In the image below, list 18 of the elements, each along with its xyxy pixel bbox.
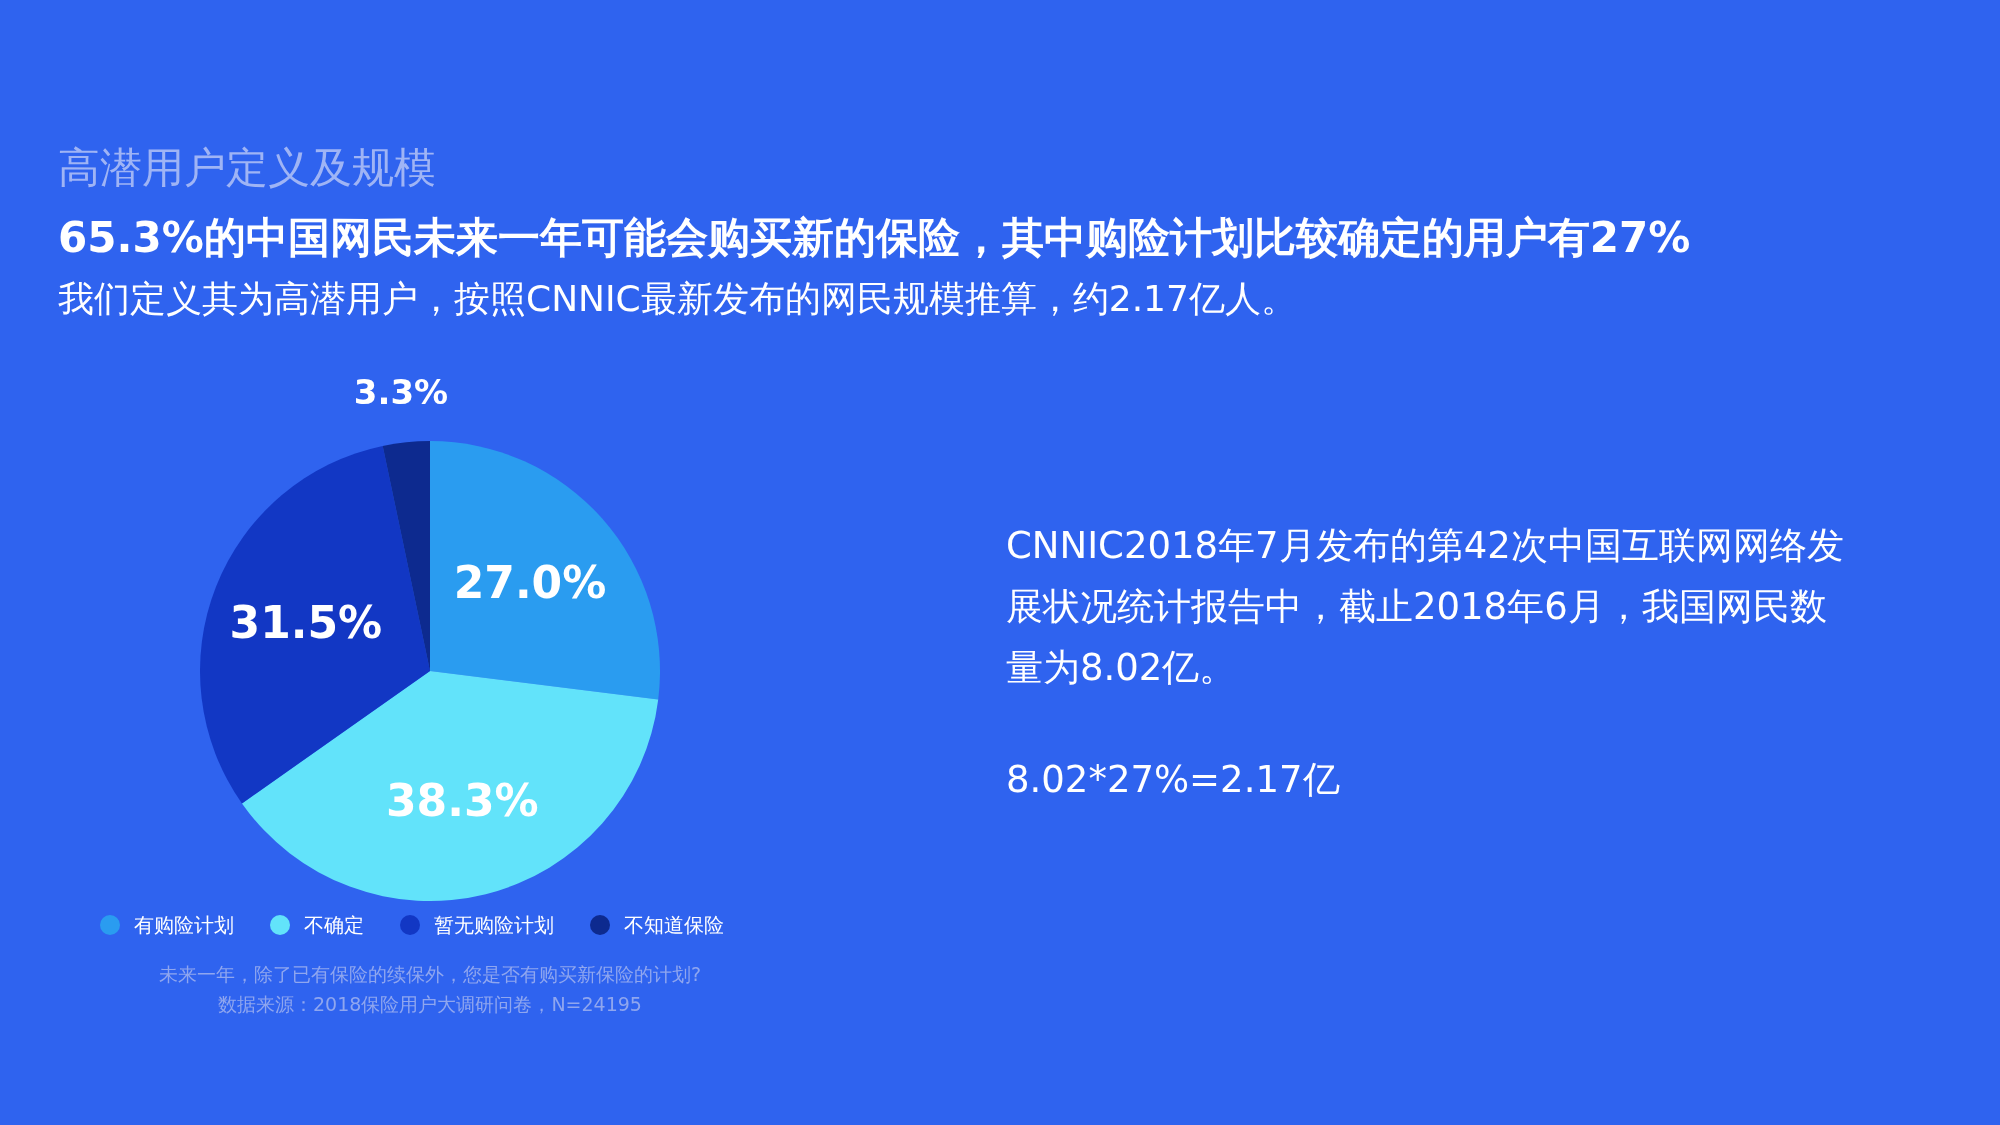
chart-title: 高潜用户定义及规模 [58, 142, 436, 194]
data-label: 3.3% [353, 371, 449, 412]
text: 8.02*27%=2.17亿 [1006, 757, 1340, 803]
text: 65.3%的中国网民未来一年可能会购买新的保险，其中购险计划比较确定的用户有27% [58, 212, 1691, 264]
legend-label: 暂无购险计划 [434, 912, 554, 939]
text: 未来一年，除了已有保险的续保外，您是否有购买新保险的计划? [157, 962, 703, 987]
legend-label: 不确定 [304, 912, 364, 939]
legend-label: 不知道保险 [624, 912, 724, 939]
data-label: 31.5% [229, 596, 383, 648]
legend-label: 有购险计划 [134, 912, 234, 939]
pie-slice [241, 671, 659, 901]
data-label: 38.3% [386, 774, 539, 826]
data-label: 27.0% [453, 557, 607, 609]
pie-slice [382, 441, 430, 671]
text: 我们定义其为高潜用户，按照CNNIC最新发布的网民规模推算，约2.17亿人。 [58, 277, 1297, 321]
text: CNNIC2018年7月发布的第42次中国互联网网络发展状况统计报告中，截止2018年6月，我国网民数量为8.02亿。 [1006, 523, 1845, 691]
pie-slice [430, 441, 660, 700]
source-note: 数据来源：2018保险用户大调研问卷，N=24195 [217, 992, 643, 1017]
